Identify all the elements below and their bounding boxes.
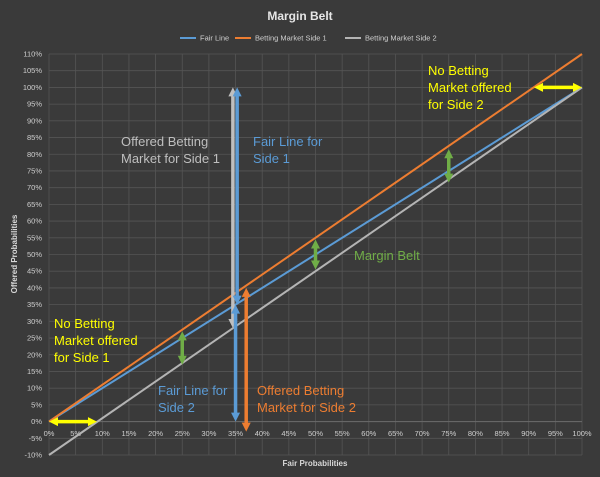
y-tick-label: 30% — [27, 317, 42, 326]
chart-title: Margin Belt — [267, 9, 332, 23]
y-tick-label: 95% — [27, 100, 42, 109]
arrow-head — [444, 173, 454, 183]
y-tick-label: 0% — [31, 417, 42, 426]
y-tick-label: 40% — [27, 283, 42, 292]
y-axis-ticks: -10% -5% 0% 5% 10% 15% 20% 25% 30% 35% 40% 45% 50% 55… — [23, 50, 43, 460]
arrow-green-belt-1 — [177, 331, 187, 365]
arrow-yellow-side1 — [49, 417, 97, 427]
arrow-head — [573, 82, 582, 92]
x-tick-label: 95% — [548, 429, 563, 438]
x-tick-label: 50% — [308, 429, 323, 438]
arrow-head — [444, 149, 454, 159]
legend-label: Betting Market Side 2 — [365, 34, 437, 43]
annotation-offered-side2: Offered Betting Market for Side 2 — [257, 383, 356, 415]
y-tick-label: -10% — [24, 451, 42, 460]
y-tick-label: 25% — [27, 334, 42, 343]
x-tick-label: 55% — [335, 429, 350, 438]
x-tick-label: 60% — [361, 429, 376, 438]
x-tick-label: 65% — [388, 429, 403, 438]
y-tick-label: 80% — [27, 150, 42, 159]
arrow-head — [231, 412, 241, 422]
arrow-head — [177, 331, 187, 341]
x-tick-label: 25% — [175, 429, 190, 438]
y-tick-label: 90% — [27, 116, 42, 125]
arrow-head — [534, 82, 544, 92]
annotation-no-market-side1: No Betting Market offered for Side 1 — [54, 316, 138, 365]
annotation-no-market-side2: No Betting Market offered for Side 2 — [428, 63, 512, 112]
x-tick-label: 20% — [148, 429, 163, 438]
y-tick-label: 5% — [31, 400, 42, 409]
x-tick-label: 100% — [572, 429, 592, 438]
y-tick-label: 110% — [23, 50, 42, 59]
y-tick-label: 60% — [27, 217, 42, 226]
legend-label: Fair Line — [200, 34, 229, 43]
arrow-blue-fair-side1 — [232, 87, 242, 305]
x-tick-label: 40% — [255, 429, 270, 438]
annotation-margin-belt: Margin Belt — [354, 248, 420, 263]
arrow-head — [311, 260, 320, 270]
y-tick-label: 105% — [23, 66, 43, 75]
y-tick-label: 50% — [27, 250, 42, 259]
annotation-fair-line-side2: Fair Line for Side 2 — [158, 383, 228, 415]
arrow-green-belt-2 — [311, 239, 320, 270]
y-tick-label: 75% — [27, 166, 42, 175]
annotation-labels: Offered Betting Market for Side 1 Fair Lin… — [54, 63, 512, 415]
y-tick-label: 55% — [27, 233, 42, 242]
x-tick-label: 85% — [495, 429, 510, 438]
y-tick-label: 20% — [27, 350, 42, 359]
y-tick-label: 100% — [23, 83, 43, 92]
arrow-orange-offered-side2 — [241, 287, 251, 432]
gridlines — [48, 53, 583, 456]
arrow-yellow-side2 — [534, 82, 582, 92]
legend-label: Betting Market Side 1 — [255, 34, 327, 43]
annotation-arrows — [49, 82, 582, 432]
x-axis-ticks: 0% 5% 10% 15% 20% 25% 30% 35% 40% 45% 50% 55% 60% 65%… — [44, 429, 592, 438]
arrow-green-belt-3 — [444, 149, 454, 183]
x-tick-label: 10% — [95, 429, 110, 438]
x-tick-label: 80% — [468, 429, 483, 438]
x-tick-label: 75% — [441, 429, 456, 438]
x-tick-label: 15% — [121, 429, 136, 438]
arrow-head — [241, 287, 251, 297]
arrow-head — [231, 304, 241, 314]
y-tick-label: 65% — [27, 200, 42, 209]
x-tick-label: 0% — [44, 429, 55, 438]
x-tick-label: 45% — [281, 429, 296, 438]
x-tick-label: 5% — [70, 429, 81, 438]
arrow-head — [49, 417, 58, 427]
x-tick-label: 90% — [521, 429, 536, 438]
y-tick-label: 10% — [27, 384, 42, 393]
arrow-head — [232, 295, 242, 305]
x-tick-label: 30% — [201, 429, 216, 438]
x-axis-title: Fair Probabilities — [283, 459, 348, 468]
arrow-head — [177, 355, 187, 365]
y-tick-label: 35% — [27, 300, 42, 309]
y-tick-label: 15% — [27, 367, 42, 376]
series-line — [48, 53, 583, 423]
x-tick-label: 70% — [415, 429, 430, 438]
y-tick-label: -5% — [29, 434, 43, 443]
legend: Fair Line Betting Market Side 1 Betting Ma… — [180, 34, 437, 43]
y-tick-label: 85% — [27, 133, 42, 142]
y-tick-label: 45% — [27, 267, 42, 276]
arrow-head — [311, 239, 320, 249]
annotation-fair-line-side1: Fair Line for Side 1 — [253, 134, 323, 166]
y-axis-title: Offered Probabilities — [10, 214, 19, 293]
arrow-head — [232, 87, 242, 97]
arrow-head — [241, 422, 251, 432]
x-tick-label: 35% — [228, 429, 243, 438]
arrow-head — [87, 417, 97, 427]
series-line — [48, 86, 583, 456]
arrow-blue-fair-side2 — [231, 304, 241, 422]
annotation-offered-side1: Offered Betting Market for Side 1 — [121, 134, 220, 166]
y-tick-label: 70% — [27, 183, 42, 192]
